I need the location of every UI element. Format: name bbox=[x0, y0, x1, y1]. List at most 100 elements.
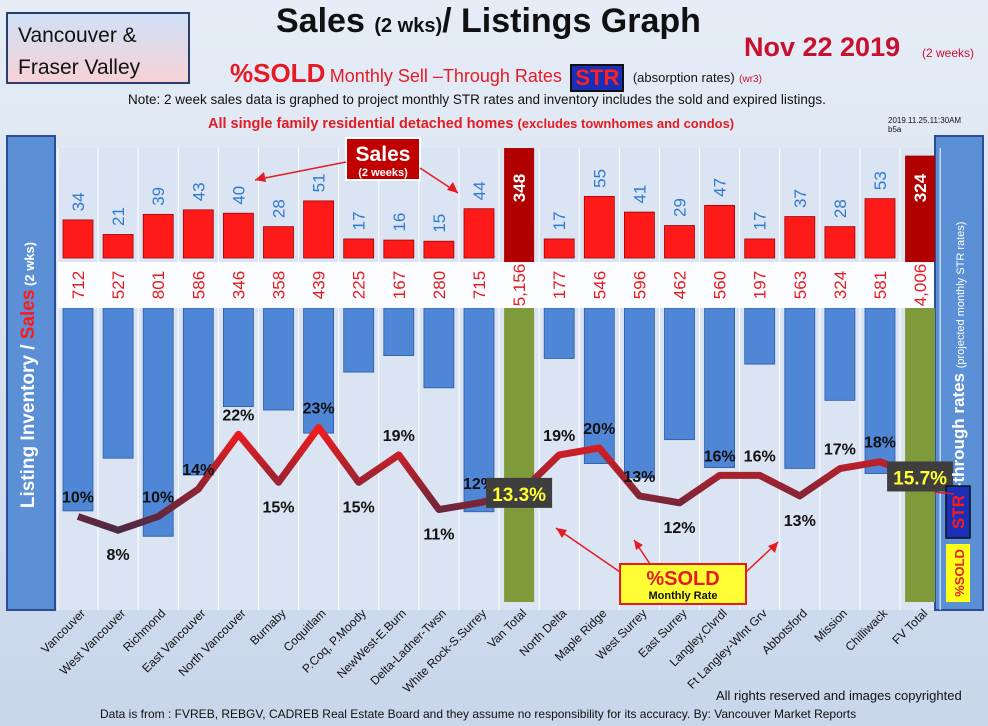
sales-value-label: 15 bbox=[430, 214, 449, 233]
inventory-value-label: 197 bbox=[751, 271, 770, 299]
sales-value-label: 21 bbox=[109, 207, 128, 226]
sales-bar bbox=[222, 212, 254, 259]
sold-rate-total-box bbox=[486, 477, 553, 508]
y-axis-label-left-a: Listing Inventory / bbox=[18, 339, 39, 508]
sales-value-label: 17 bbox=[350, 211, 369, 230]
inventory-value-label: 801 bbox=[149, 271, 168, 299]
sold-rate-total-label: 13.3% bbox=[492, 485, 546, 506]
y-axis-label-left-b: Sales bbox=[18, 290, 39, 340]
y-axis-label-right-b: (projected monthly STR rates) bbox=[955, 222, 967, 369]
inventory-value-label: 439 bbox=[310, 271, 329, 299]
source-text: Data is from : FVREB, REBGV, CADREB Real… bbox=[100, 707, 857, 721]
sold-rate-label: 17% bbox=[824, 442, 856, 459]
sold-rate-label: 14% bbox=[182, 462, 214, 479]
sales-bar bbox=[463, 208, 495, 259]
sold-rate-label: 20% bbox=[583, 421, 615, 438]
sold-rate-label: 8% bbox=[107, 547, 130, 564]
sales-value-label: 28 bbox=[270, 199, 289, 218]
sold-side-label: %SOLD bbox=[952, 549, 967, 597]
sold-rate-label: 22% bbox=[222, 407, 254, 424]
inventory-bar bbox=[423, 307, 455, 389]
sales-bar bbox=[744, 238, 776, 259]
sales-value-label: 41 bbox=[630, 185, 649, 204]
inventory-bar bbox=[102, 307, 134, 459]
sold-rate-label: 15% bbox=[343, 499, 375, 516]
category-label: Mission bbox=[811, 606, 850, 645]
sales-value-label: 348 bbox=[510, 174, 529, 202]
sales-value-label: 324 bbox=[911, 173, 930, 202]
sold-callout-title: %SOLD bbox=[646, 568, 719, 590]
y-axis-label-right: Sell-through rates (projected monthly ST… bbox=[949, 222, 968, 519]
sales-bar bbox=[824, 226, 856, 259]
sales-value-label: 51 bbox=[310, 173, 329, 192]
rights-text: All rights reserved and images copyright… bbox=[716, 688, 962, 703]
subtitle-absorption: (absorption rates) bbox=[632, 70, 735, 85]
subtitle-sell-through: Monthly Sell –Through Rates bbox=[329, 66, 562, 86]
str-side-badge bbox=[945, 485, 971, 539]
sales-bar bbox=[864, 198, 896, 259]
inventory-value-label: 712 bbox=[69, 271, 88, 299]
sold-rate-label: 16% bbox=[704, 448, 736, 465]
sales-callout-arrowhead bbox=[255, 172, 266, 182]
inventory-bar bbox=[142, 307, 174, 537]
report-date-sub: (2 weeks) bbox=[922, 46, 975, 60]
y-axis-label-left: Listing Inventory / Sales (2 wks) bbox=[18, 242, 39, 508]
sold-rate-total-label: 15.7% bbox=[893, 468, 947, 489]
title-main: Sales bbox=[276, 2, 365, 40]
inventory-bar bbox=[182, 307, 214, 476]
category-label: Ft Langley-Wlnt Grv bbox=[684, 606, 769, 691]
inventory-value-label: 177 bbox=[550, 271, 569, 299]
sales-bar-total bbox=[905, 155, 936, 262]
sales-value-label: 53 bbox=[871, 171, 890, 190]
scope-text: All single family residential detached h… bbox=[208, 116, 734, 132]
sales-bar bbox=[142, 213, 174, 259]
inventory-bar-total bbox=[905, 308, 936, 602]
inventory-bar bbox=[263, 307, 294, 411]
sold-rate-label: 11% bbox=[423, 527, 454, 544]
sales-bar bbox=[423, 240, 455, 259]
sales-callout-sub: (2 weeks) bbox=[358, 167, 408, 179]
sold-rate-total-box bbox=[887, 461, 954, 492]
sold-rate-label: 10% bbox=[142, 490, 174, 507]
inventory-value-label: 358 bbox=[270, 271, 289, 299]
report-date: Nov 22 2019 bbox=[744, 32, 901, 62]
inventory-value-label: 346 bbox=[229, 271, 248, 299]
sales-bar bbox=[624, 211, 655, 259]
category-label: Chilliwack bbox=[843, 606, 891, 654]
inventory-bar bbox=[824, 307, 856, 401]
inventory-value-label: 527 bbox=[109, 271, 128, 299]
sold-callout-sub: Monthly Rate bbox=[648, 590, 717, 602]
sales-callout-title: Sales bbox=[356, 143, 411, 166]
inventory-bar bbox=[303, 307, 335, 434]
sales-bar bbox=[543, 238, 575, 259]
inventory-bar bbox=[864, 307, 896, 474]
inventory-bar bbox=[62, 307, 94, 512]
inventory-value-label: 324 bbox=[831, 271, 850, 299]
timestamp-line-2: b5a bbox=[888, 125, 902, 134]
str-callout-arrow bbox=[933, 491, 955, 495]
sales-value-label: 16 bbox=[390, 213, 409, 232]
scope-rest: (excludes townhomes and condos) bbox=[517, 116, 735, 131]
sales-callout-arrowhead bbox=[447, 182, 458, 193]
inventory-value-label: 225 bbox=[350, 271, 369, 299]
sold-rate-label: 10% bbox=[62, 490, 94, 507]
sales-value-label: 40 bbox=[229, 186, 248, 205]
inventory-value-label: 546 bbox=[590, 271, 609, 299]
title-sub: (2 wks) bbox=[374, 15, 443, 37]
region-line-2: Fraser Valley bbox=[18, 56, 141, 79]
inventory-value-label: 596 bbox=[630, 271, 649, 299]
sales-bar bbox=[303, 200, 335, 259]
timestamp-line-1: 2019.11.25.11:30AM bbox=[888, 116, 962, 125]
sales-bar bbox=[383, 239, 415, 259]
inventory-bar bbox=[624, 307, 655, 479]
sold-callout-arrowhead bbox=[768, 542, 778, 553]
chart-title: Sales (2 wks)/ Listings Graph bbox=[276, 2, 701, 41]
subtitle-code: (wr3) bbox=[739, 74, 762, 85]
sales-callout-arrow bbox=[254, 161, 347, 181]
str-badge: STR bbox=[570, 63, 625, 92]
sold-rate-label: 13% bbox=[623, 469, 655, 486]
sales-value-label: 55 bbox=[590, 169, 609, 188]
timestamp: 2019.11.25.11:30AM b5a bbox=[888, 116, 961, 134]
sold-callout-arrowhead bbox=[556, 528, 567, 538]
